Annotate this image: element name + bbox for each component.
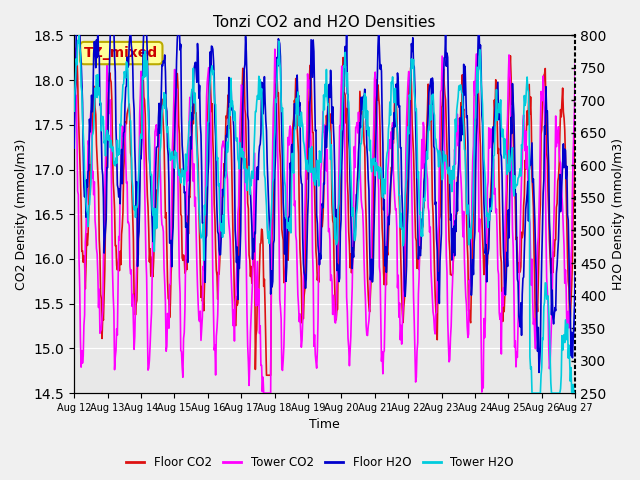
Y-axis label: H2O Density (mmol/m3): H2O Density (mmol/m3) [612, 138, 625, 290]
X-axis label: Time: Time [309, 419, 340, 432]
Text: TZ_mixed: TZ_mixed [84, 46, 158, 60]
Legend: Floor CO2, Tower CO2, Floor H2O, Tower H2O: Floor CO2, Tower CO2, Floor H2O, Tower H… [122, 452, 518, 474]
Y-axis label: CO2 Density (mmol/m3): CO2 Density (mmol/m3) [15, 139, 28, 290]
Title: Tonzi CO2 and H2O Densities: Tonzi CO2 and H2O Densities [213, 15, 436, 30]
